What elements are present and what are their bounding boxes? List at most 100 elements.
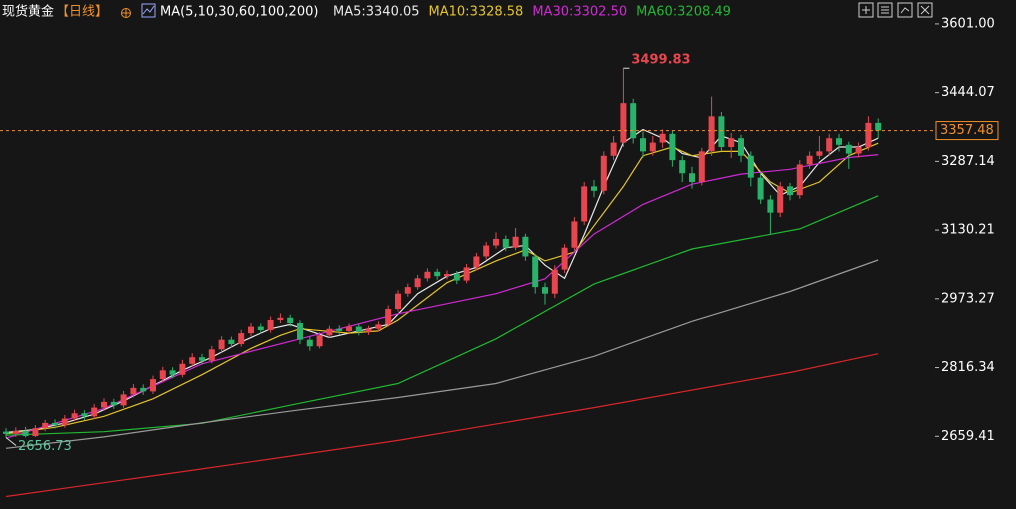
candle-body <box>855 146 862 154</box>
tool-icon[interactable] <box>897 2 913 18</box>
legend-entry: MA30:3302.50 <box>532 5 627 20</box>
candle-body <box>287 317 294 324</box>
candle-body <box>277 317 284 320</box>
last-price-label: 3357.48 <box>940 123 994 138</box>
candle-body <box>551 269 558 294</box>
candle-body <box>81 413 88 417</box>
legend-entry: MA60:3208.49 <box>636 5 731 20</box>
candle-body <box>816 151 823 156</box>
low-annotation: 2656.73 <box>18 439 72 454</box>
candle-body <box>52 422 58 426</box>
candle-body <box>267 319 274 331</box>
y-tick-label: 3287.14 <box>941 154 995 169</box>
candle-body <box>659 133 666 143</box>
candle-body <box>208 349 215 361</box>
y-tick-label: 2973.27 <box>941 291 995 306</box>
candle-body <box>12 430 19 434</box>
candle-body <box>71 413 78 419</box>
candle-body <box>669 133 676 161</box>
legend-entry: MA10:3328.58 <box>429 5 524 20</box>
y-tick-label: 3601.00 <box>941 16 995 31</box>
tool-icon[interactable] <box>858 2 874 18</box>
candle-body <box>591 186 597 191</box>
candle-body <box>22 430 29 437</box>
ma-line <box>5 154 879 439</box>
candle-body <box>169 370 176 375</box>
candle-body <box>640 138 646 152</box>
candle-body <box>140 387 147 392</box>
ma-line <box>5 353 879 498</box>
candle-body <box>836 138 842 145</box>
candle-body <box>297 323 303 340</box>
period[interactable]: 【日线】 <box>56 5 108 20</box>
candle-body <box>365 328 372 332</box>
candle-body <box>512 236 519 248</box>
candle-body <box>316 335 323 347</box>
y-tick-label: 3444.07 <box>941 85 995 100</box>
candle-body <box>414 278 421 288</box>
candle-body <box>101 401 107 408</box>
high-annotation: 3499.83 <box>631 53 690 68</box>
candle-body <box>385 309 392 325</box>
candle-body <box>120 394 127 406</box>
candle-body <box>238 333 245 345</box>
candle-body <box>228 339 235 345</box>
candle-body <box>522 236 529 257</box>
candle-body <box>159 370 166 380</box>
toolbar <box>858 2 933 18</box>
y-tick-label: 2816.34 <box>941 360 995 375</box>
candle-body <box>91 407 98 417</box>
candle-body <box>453 273 460 281</box>
candle-body <box>532 256 539 288</box>
candle-body <box>257 326 264 331</box>
low-pointer <box>5 437 17 446</box>
candle-body <box>199 357 205 361</box>
candle-body <box>649 142 656 152</box>
candle-body <box>375 324 382 329</box>
ma-line <box>5 259 879 449</box>
candle-body <box>61 418 68 426</box>
candle-body <box>581 186 588 222</box>
candle-body <box>728 138 735 147</box>
candle-body <box>620 103 627 143</box>
candle-body <box>747 155 754 178</box>
candle-body <box>326 328 333 336</box>
candle-body <box>796 164 803 196</box>
indicator-icon[interactable] <box>141 3 156 18</box>
candle-body <box>346 326 352 331</box>
candle-body <box>561 247 568 270</box>
candle-body <box>336 328 343 331</box>
candle-body <box>845 144 852 154</box>
candle-body <box>542 287 548 294</box>
candle-body <box>767 199 774 213</box>
candle-body <box>306 339 313 347</box>
candle-body <box>32 428 39 437</box>
candle-body <box>787 186 793 196</box>
candle-body <box>493 238 499 246</box>
candle-body <box>502 238 509 248</box>
candle-body <box>826 138 833 152</box>
add-icon[interactable] <box>121 8 131 18</box>
y-tick-label: 2659.41 <box>941 429 995 444</box>
candle-body <box>473 256 480 268</box>
candle-body <box>434 271 441 277</box>
candle-body <box>757 177 764 200</box>
candle-body <box>248 326 254 334</box>
candle-body <box>189 357 196 364</box>
candle-body <box>610 142 617 156</box>
candle-body <box>571 221 578 248</box>
candle-body <box>630 103 637 139</box>
candle-body <box>689 173 695 183</box>
tool-icon[interactable] <box>877 2 893 18</box>
candle-body <box>218 339 225 350</box>
candle-body <box>355 326 362 332</box>
candle-body <box>806 155 813 165</box>
tool-icon[interactable] <box>917 2 933 18</box>
candle-body <box>395 293 401 310</box>
candle-body <box>3 431 9 434</box>
candle-body <box>483 245 490 257</box>
candle-body <box>698 151 705 183</box>
ma-label: MA(5,10,30,60,100,200) <box>160 5 318 20</box>
candle-body <box>777 186 784 213</box>
